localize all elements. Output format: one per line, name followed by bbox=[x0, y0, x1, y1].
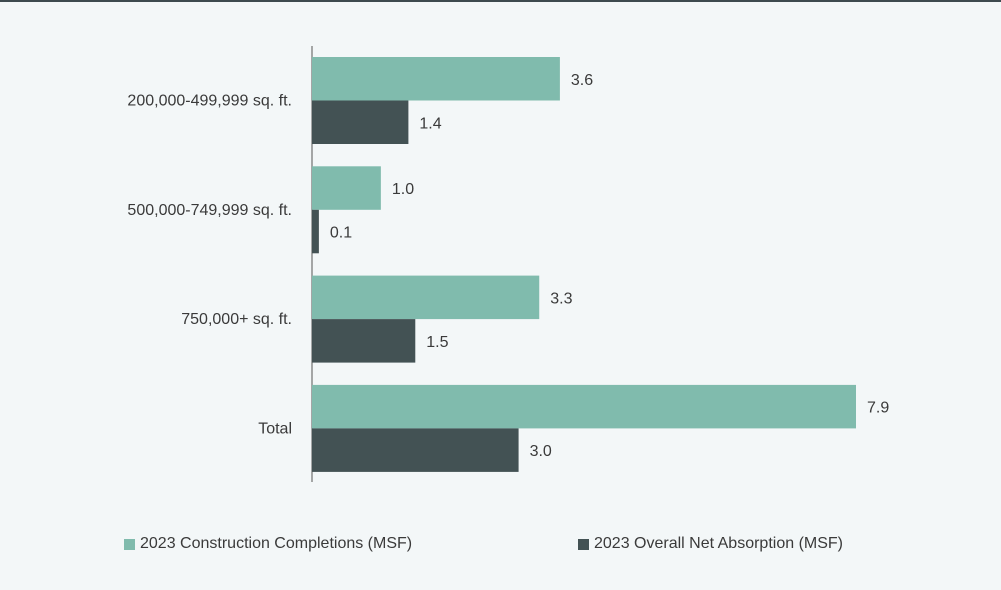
value-label-completions-500-000-749-999-sq-ft: 1.0 bbox=[392, 181, 414, 198]
category-label-200-000-499-999-sq-ft: 200,000-499,999 sq. ft. bbox=[127, 93, 292, 110]
bar-absorption-500-000-749-999-sq-ft bbox=[312, 209, 319, 254]
value-label-completions-total: 7.9 bbox=[867, 400, 889, 417]
category-label-500-000-749-999-sq-ft: 500,000-749,999 sq. ft. bbox=[127, 202, 292, 219]
bar-absorption-750-000-sq-ft bbox=[312, 319, 416, 363]
legend-swatch-absorption bbox=[578, 538, 589, 550]
legend-label-completions: 2023 Construction Completions (MSF) bbox=[140, 535, 413, 552]
category-label-total: Total bbox=[258, 420, 292, 437]
bar-absorption-total bbox=[312, 428, 519, 472]
top-border bbox=[0, 0, 1001, 2]
value-label-absorption-500-000-749-999-sq-ft: 0.1 bbox=[330, 225, 352, 242]
bar-absorption-200-000-499-999-sq-ft bbox=[312, 100, 409, 144]
bar-completions-200-000-499-999-sq-ft bbox=[312, 57, 560, 101]
category-label-750-000-sq-ft: 750,000+ sq. ft. bbox=[181, 311, 292, 328]
value-label-absorption-750-000-sq-ft: 1.5 bbox=[426, 334, 448, 351]
legend-swatch-completions bbox=[124, 538, 135, 550]
legend-item-absorption: 2023 Overall Net Absorption (MSF) bbox=[578, 535, 843, 553]
value-label-completions-750-000-sq-ft: 3.3 bbox=[550, 290, 572, 307]
value-label-completions-200-000-499-999-sq-ft: 3.6 bbox=[571, 72, 593, 89]
legend-label-absorption: 2023 Overall Net Absorption (MSF) bbox=[594, 535, 843, 552]
bars-layer: 200,000-499,999 sq. ft. 3.6 1.4 500,000-749… bbox=[127, 57, 889, 472]
bar-completions-total bbox=[312, 384, 856, 429]
value-label-absorption-total: 3.0 bbox=[530, 443, 552, 460]
legend: 2023 Construction Completions (MSF) 2023… bbox=[0, 535, 1001, 559]
legend-item-completions: 2023 Construction Completions (MSF) bbox=[124, 535, 412, 553]
bar-completions-750-000-sq-ft bbox=[312, 275, 540, 320]
bar-completions-500-000-749-999-sq-ft bbox=[312, 166, 381, 210]
value-label-absorption-200-000-499-999-sq-ft: 1.4 bbox=[419, 115, 441, 132]
bar-chart: 200,000-499,999 sq. ft. 3.6 1.4 500,000-749… bbox=[127, 46, 889, 482]
